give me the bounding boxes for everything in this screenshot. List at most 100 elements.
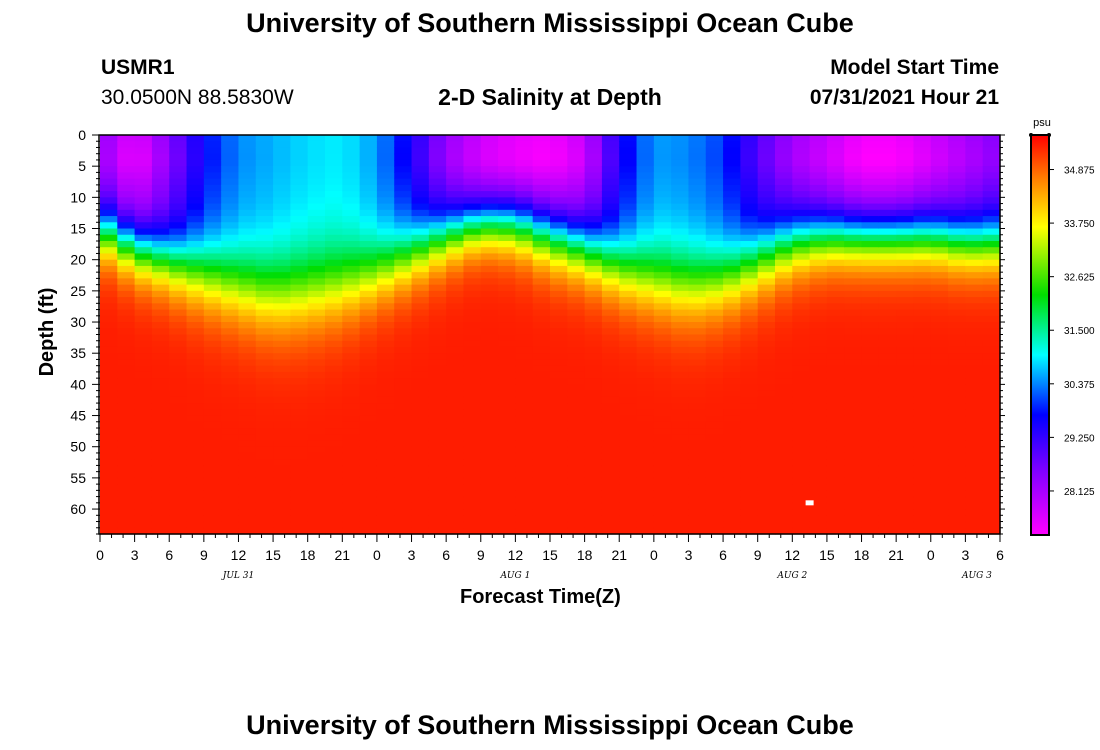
heatmap-cell <box>653 403 672 410</box>
heatmap-cell <box>913 203 932 211</box>
heatmap-cell <box>221 297 240 304</box>
heatmap-cell <box>653 197 672 205</box>
heatmap-cell <box>688 328 707 336</box>
heatmap-cell <box>619 328 638 336</box>
heatmap-cell <box>775 297 793 304</box>
heatmap-cell <box>757 284 776 292</box>
heatmap-cell <box>584 328 603 336</box>
heatmap-cell <box>757 197 776 205</box>
heatmap-cell <box>221 403 240 410</box>
heatmap-cell <box>550 384 568 392</box>
heatmap-cell <box>532 259 551 267</box>
heatmap-cell <box>134 421 153 429</box>
heatmap-cell <box>775 315 793 323</box>
heatmap-cell <box>273 159 291 167</box>
heatmap-cell <box>151 409 170 417</box>
heatmap-cell <box>117 465 136 473</box>
heatmap-cell <box>359 371 378 379</box>
heatmap-cell <box>203 502 222 510</box>
heatmap-cell <box>636 384 655 392</box>
heatmap-cell <box>550 502 568 510</box>
heatmap-cell <box>653 322 672 329</box>
heatmap-cell <box>775 216 793 223</box>
heatmap-cell <box>601 172 620 180</box>
heatmap-cell <box>965 428 984 435</box>
heatmap-cell <box>982 365 1001 373</box>
heatmap-cell <box>134 446 153 454</box>
heatmap-cell <box>757 378 776 385</box>
heatmap-cell <box>948 172 966 180</box>
heatmap-cell <box>567 166 586 173</box>
heatmap-cell <box>411 340 430 348</box>
heatmap-cell <box>532 147 551 155</box>
heatmap-cell <box>775 484 793 491</box>
heatmap-cell <box>809 159 828 167</box>
heatmap-cell <box>463 247 482 255</box>
heatmap-cell <box>498 459 516 467</box>
heatmap-cell <box>930 403 949 410</box>
heatmap-cell <box>775 166 793 173</box>
heatmap-cell <box>498 496 516 504</box>
heatmap-cell <box>809 147 828 155</box>
heatmap-cell <box>238 384 257 392</box>
heatmap-cell <box>896 159 915 167</box>
x-tick-label: 12 <box>785 547 801 563</box>
heatmap-cell <box>498 234 516 242</box>
heatmap-cell <box>723 452 741 460</box>
heatmap-cell <box>809 371 828 379</box>
heatmap-cell <box>636 371 655 379</box>
heatmap-cell <box>394 259 413 267</box>
heatmap-cell <box>100 415 118 423</box>
heatmap-cell <box>550 434 568 442</box>
heatmap-cell <box>653 247 672 255</box>
heatmap-cell <box>186 334 205 342</box>
heatmap-cell <box>567 378 586 385</box>
heatmap-cell <box>584 166 603 173</box>
heatmap-cell <box>671 240 690 248</box>
heatmap-cell <box>411 396 430 404</box>
heatmap-cell <box>826 153 845 161</box>
heatmap-cell <box>169 272 188 279</box>
heatmap-cell <box>826 315 845 323</box>
heatmap-cell <box>757 384 776 392</box>
heatmap-cell <box>775 378 793 385</box>
heatmap-cell <box>896 309 915 317</box>
heatmap-cell <box>100 452 118 460</box>
heatmap-cell <box>100 284 118 292</box>
heatmap-cell <box>982 496 1001 504</box>
heatmap-cell <box>982 340 1001 348</box>
heatmap-cell <box>965 502 984 510</box>
heatmap-cell <box>498 490 516 498</box>
heatmap-cell <box>290 209 309 217</box>
heatmap-cell <box>636 459 655 467</box>
heatmap-cell <box>567 515 586 523</box>
heatmap-cell <box>273 259 291 267</box>
heatmap-cell <box>775 328 793 336</box>
heatmap-cell <box>376 452 395 460</box>
heatmap-cell <box>826 521 845 529</box>
heatmap-cell <box>186 346 205 354</box>
heatmap-cell <box>982 153 1001 161</box>
heatmap-cell <box>186 234 205 242</box>
heatmap-cell <box>965 247 984 255</box>
heatmap-cell <box>255 290 274 298</box>
heatmap-cell <box>930 396 949 404</box>
heatmap-cell <box>567 209 586 217</box>
heatmap-cell <box>826 477 845 485</box>
heatmap-cell <box>930 340 949 348</box>
heatmap-cell <box>913 477 932 485</box>
heatmap-cell <box>601 253 620 261</box>
heatmap-cell <box>498 390 516 398</box>
heatmap-cell <box>186 365 205 373</box>
heatmap-cell <box>515 378 534 385</box>
heatmap-cell <box>532 521 551 529</box>
heatmap-cell <box>100 490 118 498</box>
heatmap-cell <box>653 409 672 417</box>
heatmap-cell <box>809 297 828 304</box>
heatmap-cell <box>255 527 274 535</box>
heatmap-cell <box>480 135 499 142</box>
heatmap-cell <box>446 440 465 448</box>
heatmap-cell <box>134 322 153 329</box>
heatmap-cell <box>619 278 638 286</box>
heatmap-cell <box>705 265 724 273</box>
